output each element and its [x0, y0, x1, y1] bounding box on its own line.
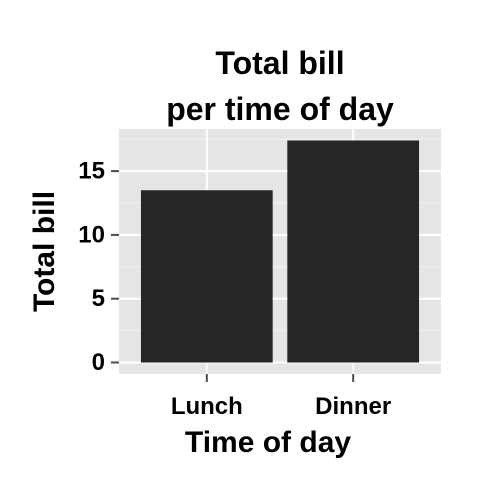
chart-title: Total bill per time of day — [166, 45, 394, 127]
bars — [140, 140, 420, 363]
bar-lunch — [140, 190, 273, 363]
x-tick-label-lunch: Lunch — [171, 393, 243, 420]
x-tick-label-dinner: Dinner — [315, 393, 391, 420]
chart-title-line: Total bill — [215, 45, 344, 81]
chart-title-line: per time of day — [166, 91, 394, 127]
y-axis: 0 5 10 15 — [78, 158, 119, 376]
x-axis-label: Time of day — [185, 426, 351, 459]
y-tick-label: 5 — [92, 285, 105, 312]
y-axis-label: Total bill — [28, 191, 61, 312]
y-tick-label: 10 — [78, 221, 105, 248]
y-tick-label: 15 — [78, 158, 105, 185]
bar-dinner — [287, 140, 420, 363]
x-axis: Lunch Dinner — [171, 374, 391, 420]
y-tick-label: 0 — [92, 349, 105, 376]
